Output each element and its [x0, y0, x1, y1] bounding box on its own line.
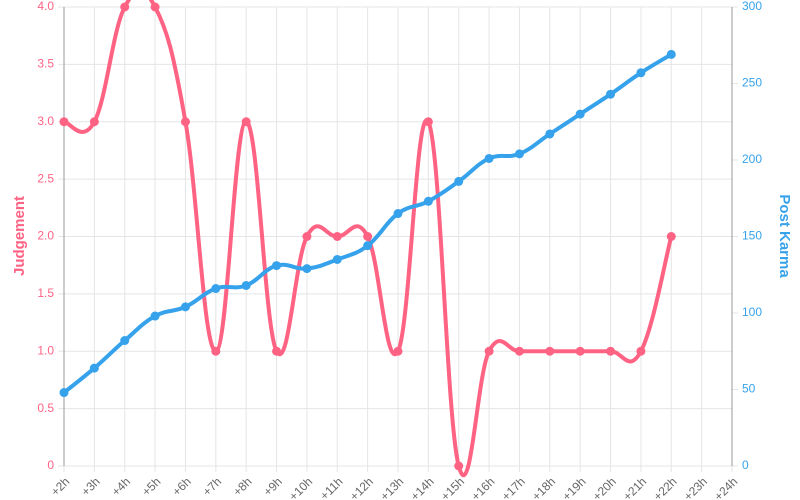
point	[575, 109, 585, 119]
x-tick-label: +9h	[261, 474, 285, 498]
point	[241, 280, 251, 290]
point	[59, 117, 69, 127]
x-tick-label: +17h	[499, 474, 528, 500]
x-tick-label: +20h	[590, 474, 619, 500]
y2-tick-label: 50	[742, 382, 756, 396]
point	[302, 264, 312, 274]
x-tick-label: +10h	[286, 474, 315, 500]
y-tick-label: 1.5	[37, 286, 54, 300]
x-tick-label: +7h	[200, 474, 224, 498]
point	[332, 254, 342, 264]
point	[514, 149, 524, 159]
y-tick-label: 4.0	[37, 0, 54, 13]
point	[393, 346, 403, 356]
y-tick-label: 3.0	[37, 114, 54, 128]
point	[272, 261, 282, 271]
point	[545, 346, 555, 356]
point	[636, 68, 646, 78]
y-tick-label: 2.5	[37, 171, 54, 185]
x-tick-label: +3h	[78, 474, 102, 498]
point	[120, 336, 130, 346]
x-tick-label: +4h	[109, 474, 133, 498]
point	[363, 241, 373, 251]
y-tick-label: 0	[47, 458, 54, 472]
point	[484, 153, 494, 163]
point	[423, 117, 433, 127]
point	[363, 232, 373, 241]
y2-tick-label: 200	[742, 152, 762, 166]
point	[454, 461, 464, 471]
x-tick-label: +11h	[317, 474, 345, 500]
x-tick-label: +14h	[408, 474, 437, 500]
point	[393, 209, 403, 219]
x-tick-label: +23h	[681, 474, 710, 500]
point	[89, 363, 99, 373]
x-tick-label: +5h	[139, 474, 163, 498]
y2-tick-label: 0	[742, 458, 749, 472]
x-tick-label: +15h	[438, 474, 467, 500]
point	[89, 117, 99, 127]
y-tick-label: 0.5	[37, 401, 54, 415]
y-tick-label: 3.5	[37, 57, 54, 71]
x-tick-label: +2h	[48, 474, 72, 498]
x-tick-label: +6h	[170, 474, 194, 498]
y-axis-title: Judgement	[11, 196, 28, 276]
point	[150, 2, 160, 12]
point	[302, 232, 312, 241]
y2-tick-label: 300	[742, 0, 762, 13]
y2-tick-label: 150	[742, 229, 762, 243]
point	[484, 346, 494, 356]
y-tick-label: 1.0	[37, 343, 54, 357]
point	[59, 388, 69, 398]
point	[514, 346, 524, 356]
y2-tick-label: 100	[742, 305, 762, 319]
point	[272, 346, 282, 356]
point	[211, 346, 221, 356]
point	[606, 89, 616, 99]
point	[211, 284, 221, 294]
point	[180, 302, 190, 312]
x-tick-label: +19h	[560, 474, 589, 500]
x-tick-label: +21h	[620, 474, 649, 500]
point	[666, 232, 676, 241]
x-tick-label: +22h	[651, 474, 680, 500]
point	[666, 49, 676, 59]
x-tick-label: +8h	[230, 474, 254, 498]
y2-axis-title: Post Karma	[776, 194, 793, 278]
point	[454, 176, 464, 186]
point	[150, 311, 160, 321]
x-tick-label: +16h	[468, 474, 497, 500]
point	[636, 346, 646, 356]
x-tick-label: +12h	[347, 474, 376, 500]
point	[120, 2, 130, 12]
y-tick-label: 2.0	[37, 229, 54, 243]
x-tick-label: +13h	[377, 474, 406, 500]
x-tick-label: +24h	[711, 474, 740, 500]
point	[241, 117, 251, 127]
point	[332, 232, 342, 241]
point	[575, 346, 585, 356]
point	[180, 117, 190, 127]
point	[545, 129, 555, 139]
x-tick-label: +18h	[529, 474, 558, 500]
y2-tick-label: 250	[742, 76, 762, 90]
point	[606, 346, 616, 356]
point	[423, 196, 433, 206]
